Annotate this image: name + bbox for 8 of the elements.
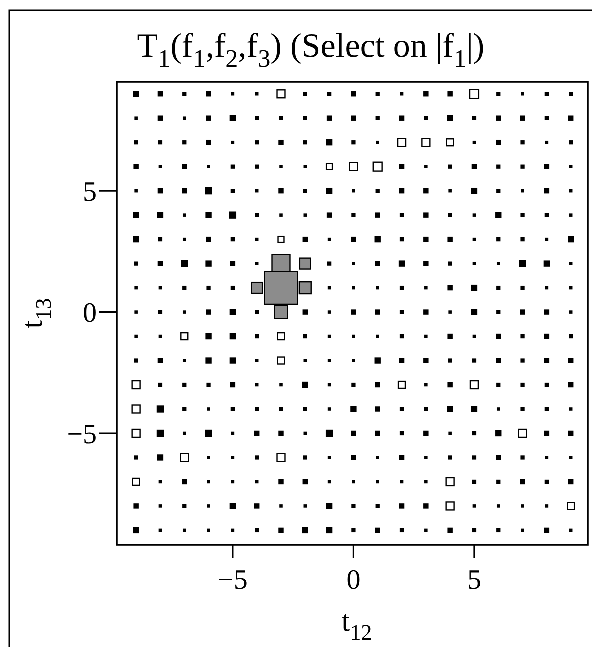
chart-title: T$_{1}$(f$_{1}$,f$_{2}$,f$_{3}$) (Select on |f$_{1}$|) <box>137 28 485 74</box>
y-tick-label: 0 <box>83 298 97 330</box>
x-tick-label: 5 <box>467 565 482 596</box>
x-tick-label: −5 <box>218 565 248 596</box>
x-tick-label: 0 <box>346 565 361 596</box>
x-axis-title: t$_{12}$ <box>342 605 372 645</box>
y-tick-label: −5 <box>67 419 97 450</box>
y-tick-label: 5 <box>83 176 97 208</box>
